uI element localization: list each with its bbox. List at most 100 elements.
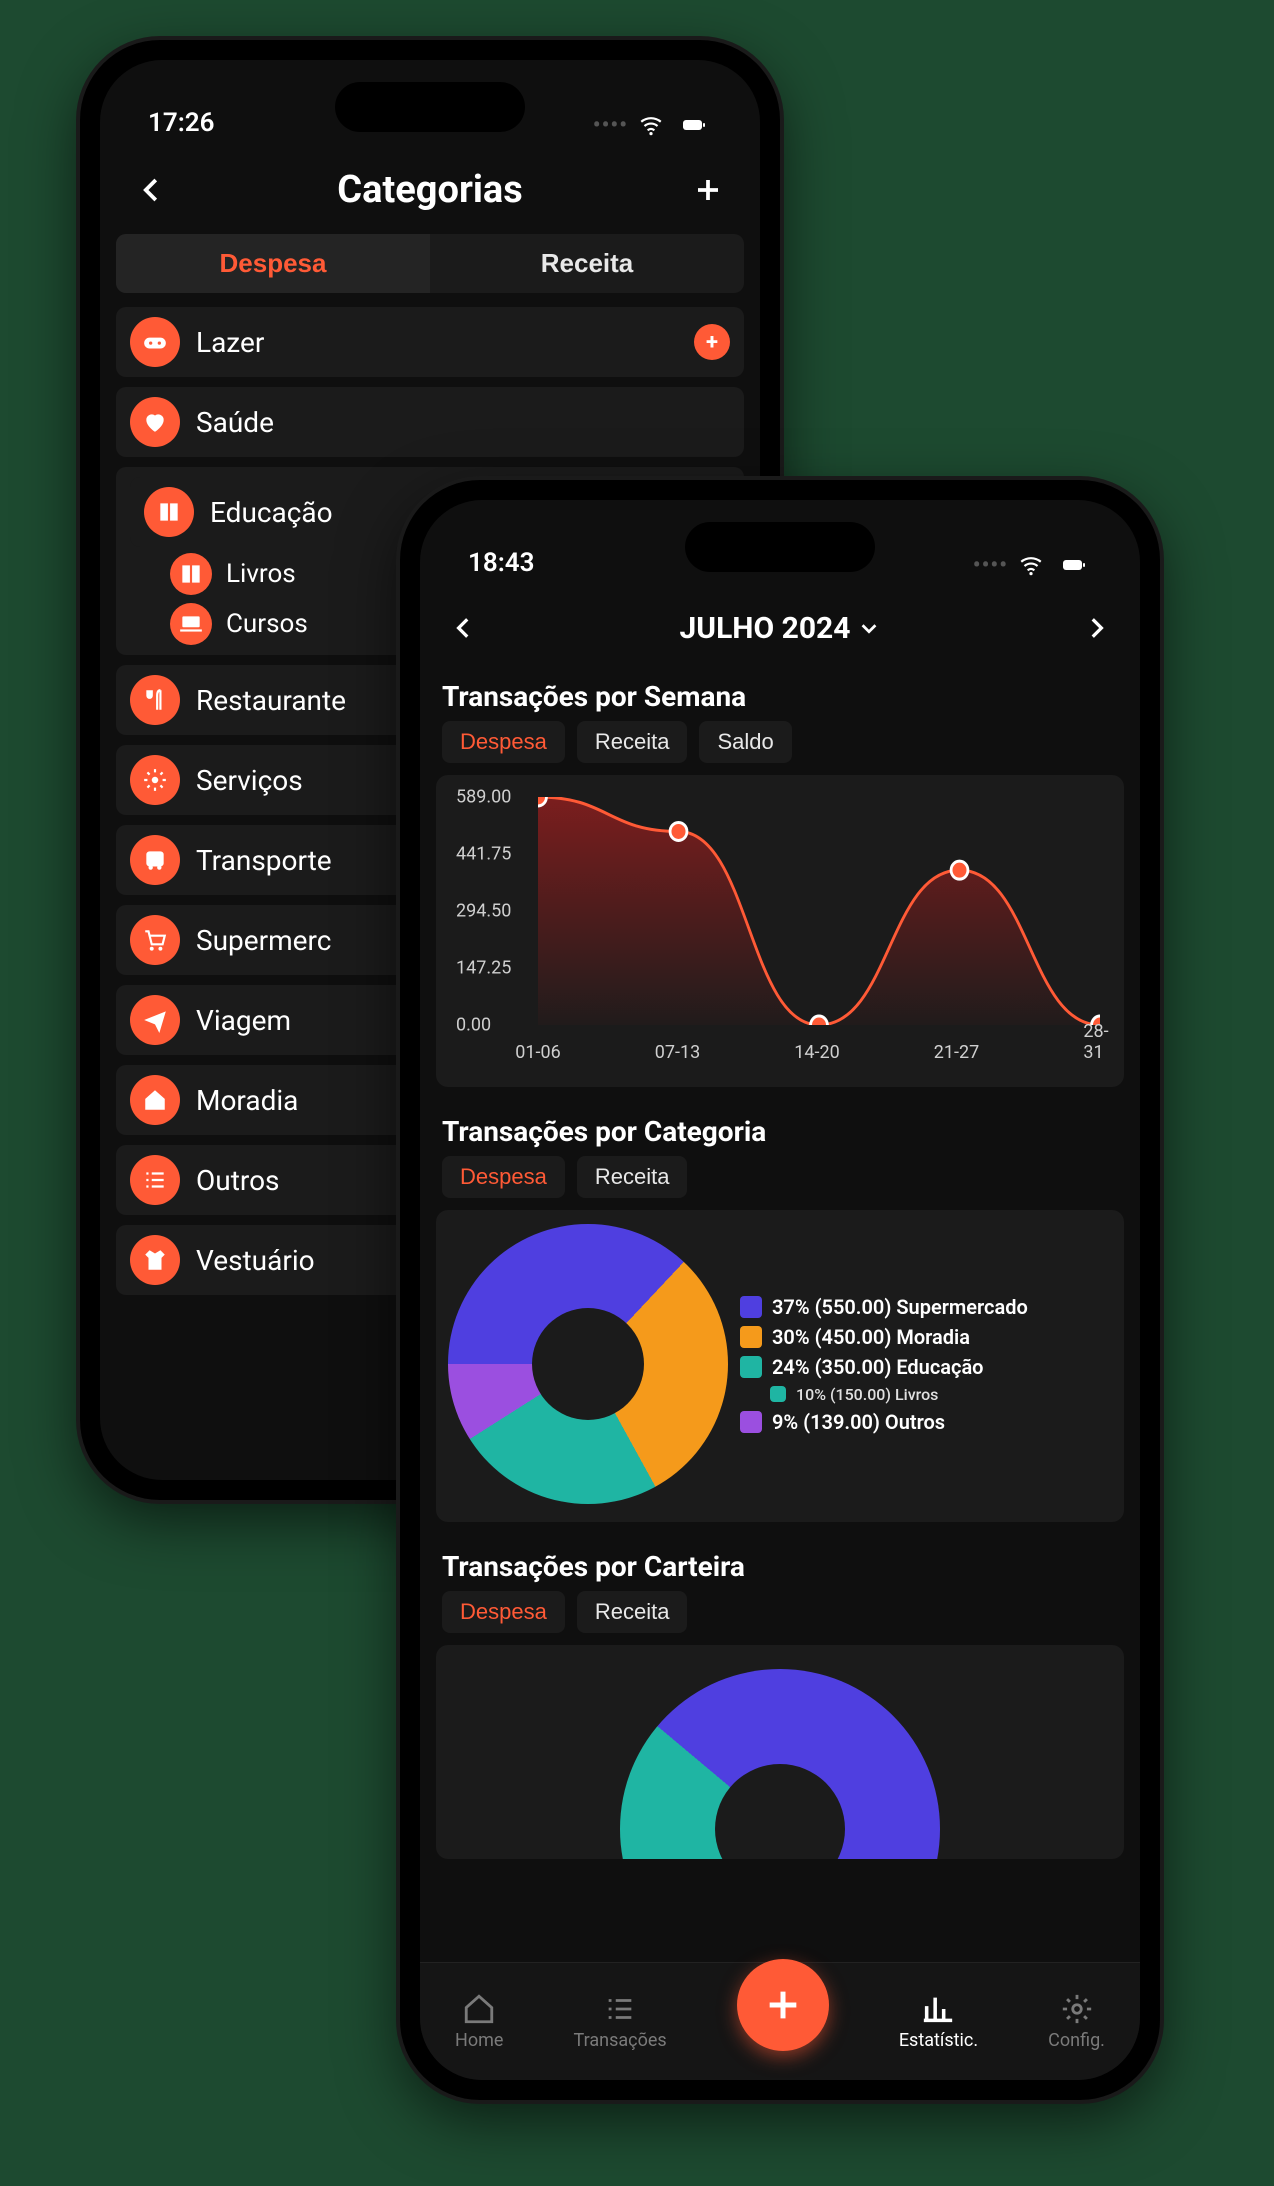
filter-pill[interactable]: Receita xyxy=(577,1591,688,1633)
add-category-button[interactable] xyxy=(686,168,730,212)
filter-pill[interactable]: Receita xyxy=(577,721,688,763)
tab-label: Transações xyxy=(574,2030,667,2051)
list-icon xyxy=(603,1992,637,2026)
wifi-icon xyxy=(638,112,664,138)
tab-stats[interactable]: Estatístic. xyxy=(899,1992,978,2051)
legend-swatch xyxy=(740,1356,762,1378)
category-row[interactable]: Lazer + xyxy=(116,307,744,377)
book-icon xyxy=(170,553,212,595)
month-label: JULHO 2024 xyxy=(680,611,851,646)
category-row[interactable]: Saúde xyxy=(116,387,744,457)
legend-text: 24% (350.00) Educação xyxy=(772,1355,984,1379)
tab-label: Estatístic. xyxy=(899,2030,978,2051)
add-sub-button[interactable]: + xyxy=(694,324,730,360)
seg-expense[interactable]: Despesa xyxy=(116,234,430,293)
y-axis-label: 0.00 xyxy=(456,1015,491,1036)
plus-icon xyxy=(763,1985,803,2025)
gear-icon xyxy=(130,755,180,805)
legend-subitem: 10% (150.00) Livros xyxy=(740,1385,1028,1404)
chevron-right-icon xyxy=(1083,615,1109,641)
legend-item: 30% (450.00) Moradia xyxy=(740,1325,1028,1349)
section-category-title: Transações por Categoria xyxy=(420,1105,1140,1156)
filter-pill[interactable]: Saldo xyxy=(699,721,791,763)
legend-item: 9% (139.00) Outros xyxy=(740,1410,1028,1434)
status-time: 18:43 xyxy=(468,548,535,578)
add-transaction-fab[interactable] xyxy=(737,1959,829,2051)
gear-icon xyxy=(1060,1992,1094,2026)
plus-icon xyxy=(693,175,723,205)
laptop-icon xyxy=(170,603,212,645)
legend-text: 9% (139.00) Outros xyxy=(772,1410,945,1434)
plane-icon xyxy=(130,995,180,1045)
tab-list[interactable]: Transações xyxy=(574,1992,667,2051)
category-label: Lazer xyxy=(196,326,264,359)
cellular-dots-icon: •••• xyxy=(973,553,1008,578)
legend-swatch xyxy=(770,1386,786,1402)
wifi-icon xyxy=(1018,552,1044,578)
home-icon xyxy=(462,1992,496,2026)
category-label: Serviços xyxy=(196,764,303,797)
filter-pill[interactable]: Despesa xyxy=(442,721,565,763)
x-axis-label: 21-27 xyxy=(934,1042,979,1063)
filter-pill[interactable]: Receita xyxy=(577,1156,688,1198)
tab-home[interactable]: Home xyxy=(455,1992,503,2051)
chevron-left-icon xyxy=(137,175,167,205)
cart-icon xyxy=(130,915,180,965)
type-segmented-control: Despesa Receita xyxy=(116,234,744,293)
filter-pill[interactable]: Despesa xyxy=(442,1156,565,1198)
filter-pill[interactable]: Despesa xyxy=(442,1591,565,1633)
tshirt-icon xyxy=(130,1235,180,1285)
section-wallet-title: Transações por Carteira xyxy=(420,1540,1140,1591)
page-title: Categorias xyxy=(337,168,523,212)
y-axis-label: 147.25 xyxy=(456,958,511,979)
utensils-icon xyxy=(130,675,180,725)
subcategory-label: Livros xyxy=(226,559,296,589)
x-axis-label: 28-31 xyxy=(1083,1021,1108,1063)
seg-income[interactable]: Receita xyxy=(430,234,744,293)
category-label: Saúde xyxy=(196,406,274,439)
category-label: Supermerc xyxy=(196,924,331,957)
y-axis-label: 441.75 xyxy=(456,844,511,865)
subcategory-label: Cursos xyxy=(226,609,308,639)
x-axis-label: 01-06 xyxy=(515,1042,560,1063)
prev-month-button[interactable] xyxy=(442,606,486,650)
stats-icon xyxy=(921,1992,955,2026)
list-icon xyxy=(130,1155,180,1205)
y-axis-label: 589.00 xyxy=(456,787,511,808)
battery-icon xyxy=(674,113,712,137)
book-icon xyxy=(144,487,194,537)
x-axis-label: 14-20 xyxy=(794,1042,839,1063)
chevron-left-icon xyxy=(451,615,477,641)
category-label: Restaurante xyxy=(196,684,346,717)
tab-gear[interactable]: Config. xyxy=(1048,1992,1105,2051)
month-selector[interactable]: JULHO 2024 xyxy=(680,611,881,646)
legend-text: 30% (450.00) Moradia xyxy=(772,1325,970,1349)
status-time: 17:26 xyxy=(148,108,215,138)
category-label: Outros xyxy=(196,1164,280,1197)
back-button[interactable] xyxy=(130,168,174,212)
home-icon xyxy=(130,1075,180,1125)
category-label: Educação xyxy=(210,496,333,529)
legend-item: 37% (550.00) Supermercado xyxy=(740,1295,1028,1319)
gamepad-icon xyxy=(130,317,180,367)
legend-text: 10% (150.00) Livros xyxy=(796,1385,938,1404)
category-label: Transporte xyxy=(196,844,332,877)
legend-item: 24% (350.00) Educação xyxy=(740,1355,1028,1379)
legend-swatch xyxy=(740,1296,762,1318)
bus-icon xyxy=(130,835,180,885)
category-label: Moradia xyxy=(196,1084,298,1117)
legend-text: 37% (550.00) Supermercado xyxy=(772,1295,1028,1319)
area-chart xyxy=(538,797,1100,1025)
next-month-button[interactable] xyxy=(1074,606,1118,650)
heart-icon xyxy=(130,397,180,447)
y-axis-label: 294.50 xyxy=(456,901,511,922)
category-label: Viagem xyxy=(196,1004,291,1037)
section-weekly-title: Transações por Semana xyxy=(420,670,1140,721)
x-axis-label: 07-13 xyxy=(655,1042,700,1063)
chevron-down-icon xyxy=(858,617,880,639)
legend-swatch xyxy=(740,1411,762,1433)
battery-icon xyxy=(1054,553,1092,577)
category-label: Vestuário xyxy=(196,1244,315,1277)
tab-label: Home xyxy=(455,2030,503,2051)
tab-label: Config. xyxy=(1048,2030,1105,2051)
